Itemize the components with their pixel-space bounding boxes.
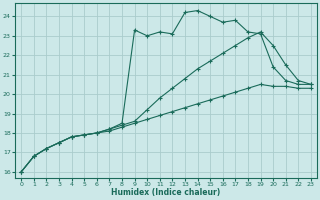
X-axis label: Humidex (Indice chaleur): Humidex (Indice chaleur) — [111, 188, 221, 197]
